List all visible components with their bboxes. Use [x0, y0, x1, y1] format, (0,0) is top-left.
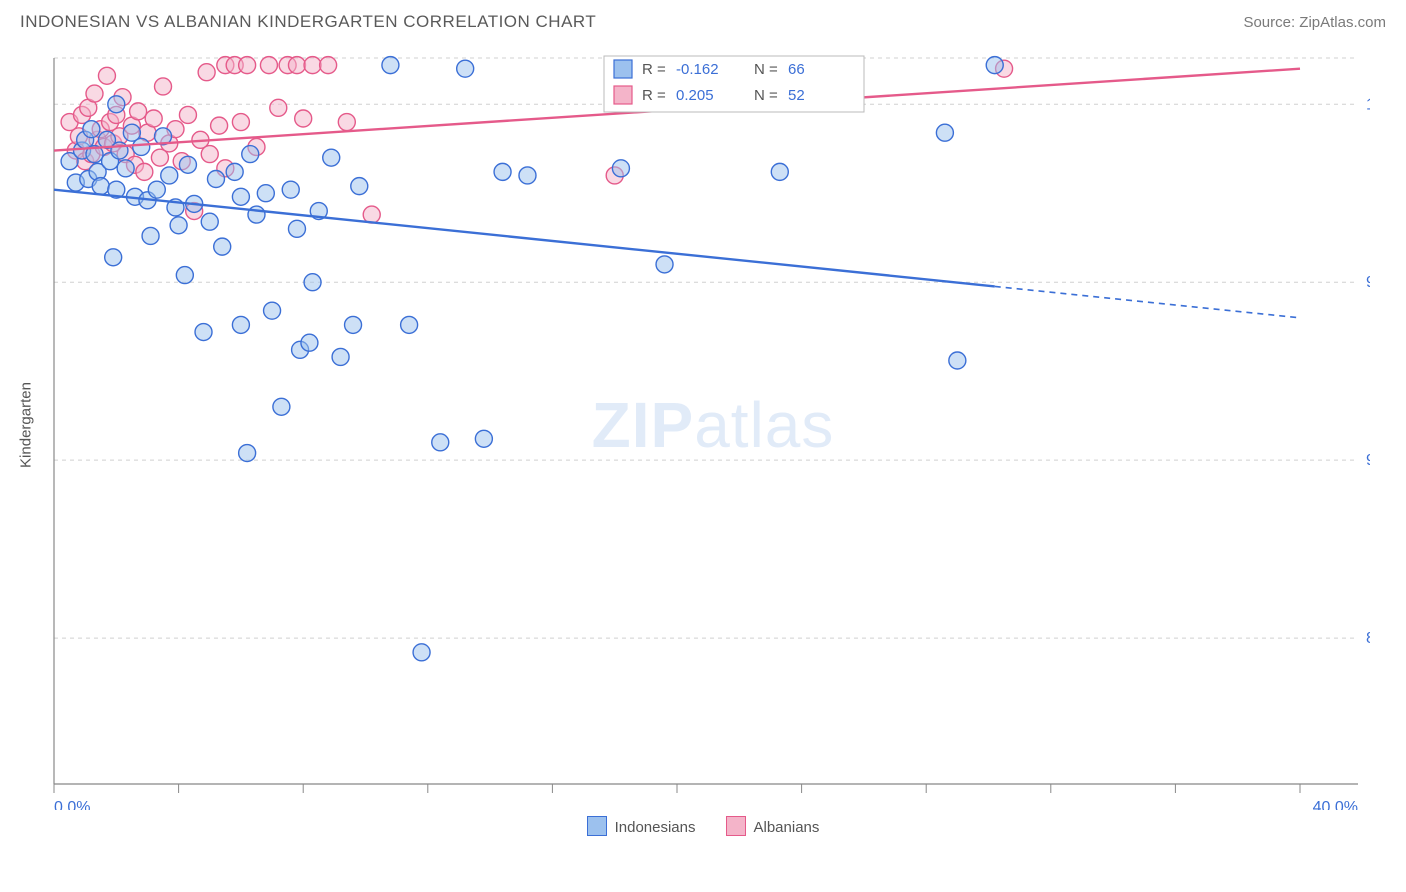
legend-n-label: N =: [754, 61, 778, 78]
data-point: [98, 67, 115, 84]
data-point: [179, 156, 196, 173]
data-point: [161, 167, 178, 184]
data-point: [214, 238, 231, 255]
data-point: [936, 124, 953, 141]
legend-item: Albanians: [726, 816, 820, 836]
data-point: [304, 274, 321, 291]
legend-swatch: [614, 60, 632, 78]
data-point: [304, 57, 321, 74]
legend-r-value: 0.205: [676, 87, 714, 104]
data-point: [232, 316, 249, 333]
data-point: [986, 57, 1003, 74]
data-point: [211, 117, 228, 134]
data-point: [226, 163, 243, 180]
data-point: [260, 57, 277, 74]
data-point: [155, 78, 172, 95]
data-point: [179, 106, 196, 123]
legend-label: Albanians: [754, 819, 820, 836]
chart-title: INDONESIAN VS ALBANIAN KINDERGARTEN CORR…: [20, 12, 596, 32]
data-point: [142, 227, 159, 244]
data-point: [257, 185, 274, 202]
legend-item: Indonesians: [587, 816, 696, 836]
legend-n-value: 66: [788, 61, 805, 78]
data-point: [176, 267, 193, 284]
x-start-label: 0.0%: [54, 799, 90, 810]
legend-swatch: [587, 816, 607, 836]
y-tick-label: 95.0%: [1366, 274, 1370, 291]
data-point: [86, 85, 103, 102]
legend-r-value: -0.162: [676, 61, 719, 78]
scatter-chart: 85.0% 90.0% 95.0% 100.0% 0.0% 40.0% R = -0.162…: [40, 40, 1370, 810]
legend-r-label: R =: [642, 87, 666, 104]
data-point: [92, 178, 109, 195]
data-point: [239, 445, 256, 462]
trend-line-extrapolated: [995, 286, 1300, 317]
data-point: [148, 181, 165, 198]
data-point: [273, 398, 290, 415]
data-point: [198, 64, 215, 81]
data-point: [323, 149, 340, 166]
data-point: [232, 114, 249, 131]
data-point: [282, 181, 299, 198]
data-point: [295, 110, 312, 127]
data-point: [248, 206, 265, 223]
data-point: [288, 220, 305, 237]
y-tick-label: 85.0%: [1366, 630, 1370, 647]
data-point: [111, 142, 128, 159]
data-point: [382, 57, 399, 74]
data-point: [133, 138, 150, 155]
data-point: [242, 146, 259, 163]
y-tick-label: 90.0%: [1366, 452, 1370, 469]
data-point: [239, 57, 256, 74]
data-point: [338, 114, 355, 131]
legend-swatch: [726, 816, 746, 836]
data-point: [401, 316, 418, 333]
data-point: [656, 256, 673, 273]
data-point: [195, 324, 212, 341]
data-point: [345, 316, 362, 333]
data-point: [108, 96, 125, 113]
data-point: [771, 163, 788, 180]
data-point: [320, 57, 337, 74]
data-point: [301, 334, 318, 351]
data-point: [351, 178, 368, 195]
data-point: [170, 217, 187, 234]
y-axis-title: Kindergarten: [18, 382, 35, 468]
legend-r-label: R =: [642, 61, 666, 78]
data-point: [136, 163, 153, 180]
data-point: [519, 167, 536, 184]
data-point: [130, 103, 147, 120]
source-label: Source: ZipAtlas.com: [1243, 14, 1386, 31]
data-point: [145, 110, 162, 127]
data-point: [494, 163, 511, 180]
data-point: [264, 302, 281, 319]
data-point: [232, 188, 249, 205]
legend-n-value: 52: [788, 87, 805, 104]
data-point: [432, 434, 449, 451]
y-tick-label: 100.0%: [1366, 96, 1370, 113]
trend-line: [54, 190, 995, 287]
data-point: [105, 249, 122, 266]
data-point: [288, 57, 305, 74]
data-point: [457, 60, 474, 77]
legend-label: Indonesians: [615, 819, 696, 836]
data-point: [413, 644, 430, 661]
data-point: [612, 160, 629, 177]
data-point: [201, 213, 218, 230]
data-point: [949, 352, 966, 369]
data-point: [475, 430, 492, 447]
data-point: [270, 99, 287, 116]
legend-n-label: N =: [754, 87, 778, 104]
bottom-legend: Indonesians Albanians: [0, 816, 1406, 836]
data-point: [83, 121, 100, 138]
data-point: [207, 171, 224, 188]
data-point: [332, 348, 349, 365]
x-end-label: 40.0%: [1313, 799, 1358, 810]
data-point: [117, 160, 134, 177]
legend-swatch: [614, 86, 632, 104]
data-point: [201, 146, 218, 163]
